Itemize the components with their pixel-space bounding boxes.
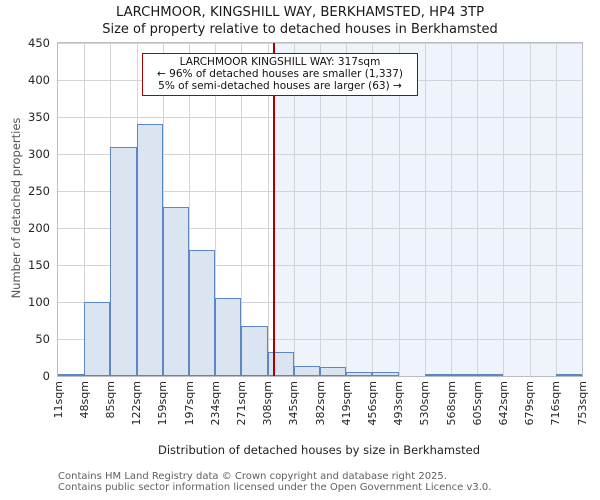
y-tick-label: 100 (28, 295, 50, 309)
y-tick-label: 0 (42, 369, 50, 383)
histogram-bar (293, 366, 320, 376)
x-tick-label: 530sqm (418, 381, 432, 426)
histogram-bar (162, 207, 189, 376)
annotation-line3: 5% of semi-detached houses are larger (6… (158, 80, 402, 92)
x-tick-label: 271sqm (234, 381, 248, 426)
footer: Contains HM Land Registry data © Crown c… (58, 471, 491, 493)
plot-area: LARCHMOOR KINGSHILL WAY: 317sqm ← 96% of… (28, 36, 588, 425)
vgridline (372, 43, 374, 376)
y-tick-label: 250 (28, 184, 50, 198)
annotation-line2: ← 96% of detached houses are smaller (1,… (157, 68, 403, 80)
y-tick-label: 50 (35, 332, 50, 346)
x-tick-label: 345sqm (287, 381, 301, 426)
vgridline (241, 43, 243, 376)
x-tick-label: 382sqm (313, 381, 327, 426)
x-tick-label: 716sqm (549, 381, 563, 426)
y-tick-label: 150 (28, 258, 50, 272)
x-tick-label: 753sqm (575, 381, 589, 426)
vgridline (451, 43, 452, 376)
y-tick-label: 400 (28, 73, 50, 87)
vgridline (503, 43, 505, 376)
histogram-bar (267, 351, 294, 376)
x-tick-label: 159sqm (156, 381, 170, 426)
x-tick-label: 122sqm (130, 381, 144, 426)
histogram-bar (110, 146, 137, 376)
x-axis-title: Distribution of detached houses by size … (157, 443, 480, 457)
vgridline (293, 43, 295, 376)
histogram-bar (555, 374, 582, 376)
x-tick-label: 642sqm (496, 381, 510, 426)
histogram-bar (241, 325, 268, 376)
histogram-bar (477, 374, 504, 376)
histogram-bar (84, 302, 111, 376)
footer-line2: Contains public sector information licen… (58, 482, 492, 493)
vgridline (398, 43, 400, 376)
vgridline (477, 43, 479, 376)
chart-title: LARCHMOOR, KINGSHILL WAY, BERKHAMSTED, H… (115, 5, 485, 20)
histogram-bar (451, 374, 478, 376)
y-tick-label: 450 (28, 36, 50, 50)
vgridline (267, 43, 269, 376)
annotation-line1: LARCHMOOR KINGSHILL WAY: 317sqm (179, 56, 381, 68)
chart-subtitle: Size of property relative to detached ho… (102, 22, 498, 37)
histogram-bar (346, 371, 373, 376)
histogram-bar (424, 374, 451, 376)
vgridline (84, 43, 86, 376)
histogram-bar (215, 298, 242, 376)
histogram-bar (58, 373, 85, 376)
y-tick-label: 200 (28, 221, 50, 235)
vgridline (215, 43, 217, 376)
x-tick-label: 456sqm (365, 381, 379, 426)
vgridline (189, 43, 190, 376)
histogram-bar (189, 250, 216, 376)
vgridline (529, 43, 531, 376)
x-tick-label: 85sqm (103, 381, 117, 419)
vgridline (424, 43, 426, 376)
x-tick-label: 308sqm (261, 381, 275, 426)
footer-line1: Contains HM Land Registry data © Crown c… (58, 471, 447, 482)
vgridline (320, 43, 321, 376)
y-tick-label: 350 (28, 110, 50, 124)
x-tick-label: 197sqm (182, 381, 196, 426)
x-tick-label: 11sqm (51, 381, 65, 419)
x-tick-label: 48sqm (77, 381, 91, 419)
x-tick-label: 568sqm (444, 381, 458, 426)
histogram-bar (136, 124, 163, 376)
x-tick-label: 493sqm (392, 381, 406, 426)
vgridline (346, 43, 348, 376)
histogram-bar (372, 372, 399, 376)
x-tick-label: 605sqm (470, 381, 484, 426)
marker-line (273, 43, 275, 376)
annotation-box: LARCHMOOR KINGSHILL WAY: 317sqm ← 96% of… (142, 53, 418, 96)
vgridline (555, 43, 557, 376)
histogram-bar (320, 367, 347, 376)
larger-region-shade (274, 43, 582, 376)
x-tick-label: 419sqm (339, 381, 353, 426)
y-tick-label: 300 (28, 147, 50, 161)
x-tick-label: 679sqm (523, 381, 537, 426)
x-tick-label: 234sqm (208, 381, 222, 426)
